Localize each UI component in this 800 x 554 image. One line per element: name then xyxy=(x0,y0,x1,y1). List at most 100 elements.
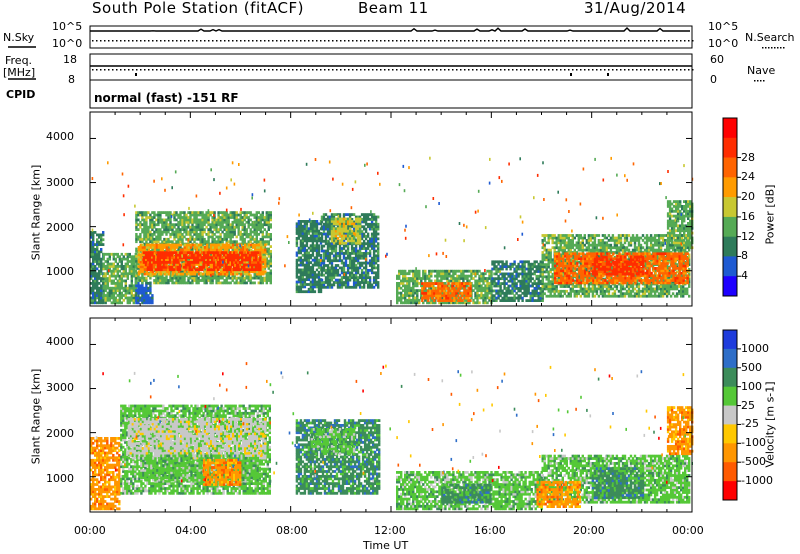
heat-cell xyxy=(462,274,465,278)
heat-cell xyxy=(152,253,156,257)
heat-cell xyxy=(261,218,264,222)
heat-cell xyxy=(433,287,436,290)
heat-cell xyxy=(301,234,305,238)
heat-cell xyxy=(118,277,121,280)
heat-cell xyxy=(301,275,305,279)
heat-cell xyxy=(262,255,265,259)
heat-cell xyxy=(360,271,364,275)
heat-cell xyxy=(237,242,240,246)
heat-cell xyxy=(352,232,356,235)
heat-cell xyxy=(207,248,211,252)
heat-cell xyxy=(173,248,177,252)
heat-cell xyxy=(124,262,127,266)
heat-cell xyxy=(474,296,477,300)
heat-cell xyxy=(195,243,199,247)
heat-cell xyxy=(432,269,435,273)
heat-cell xyxy=(305,232,309,235)
heat-cell xyxy=(476,284,479,288)
heat-cell xyxy=(106,284,109,288)
heat-cell xyxy=(169,276,172,280)
heat-cell xyxy=(145,211,148,214)
heat-cell xyxy=(259,216,262,219)
heat-cell xyxy=(259,237,262,241)
heat-cell xyxy=(139,253,143,257)
heat-cell xyxy=(219,220,222,224)
heat-cell xyxy=(90,296,93,300)
heat-cell xyxy=(460,301,463,305)
heat-cell xyxy=(404,286,407,290)
heat-cell xyxy=(213,274,216,278)
heat-cell xyxy=(253,256,256,259)
heat-cell xyxy=(352,278,356,282)
heat-cell xyxy=(98,262,101,266)
heat-cell xyxy=(344,278,348,282)
heat-cell xyxy=(219,235,222,239)
heat-cell xyxy=(201,213,204,217)
heat-cell xyxy=(467,282,470,285)
heat-cell xyxy=(324,276,328,279)
heat-cell xyxy=(374,222,378,226)
heat-cell xyxy=(322,285,326,289)
heat-cell xyxy=(114,286,117,290)
heat-cell xyxy=(354,234,358,238)
heat-cell xyxy=(202,263,206,267)
heat-cell xyxy=(362,220,366,224)
heat-cell xyxy=(362,276,366,279)
heat-cell xyxy=(317,244,321,248)
heat-cell xyxy=(239,268,242,272)
heat-cell xyxy=(482,286,485,290)
heat-cell xyxy=(179,223,182,227)
heat-cell xyxy=(175,263,179,266)
heat-cell xyxy=(148,256,152,259)
heat-cell xyxy=(205,265,209,269)
heat-cell xyxy=(137,282,140,285)
heat-cell xyxy=(313,232,317,235)
heat-cell xyxy=(229,223,232,227)
heat-cell xyxy=(151,246,155,249)
heat-cell xyxy=(215,225,218,229)
heat-cell xyxy=(163,228,166,231)
heat-cell xyxy=(322,227,326,231)
heat-cell xyxy=(269,218,272,222)
heat-cell xyxy=(231,253,234,257)
heat-cell xyxy=(251,265,254,269)
heat-cell xyxy=(408,279,411,283)
heat-cell xyxy=(237,253,240,257)
heat-cell xyxy=(414,277,417,280)
heat-cell xyxy=(213,248,217,252)
heat-cell xyxy=(249,274,252,278)
heat-cell xyxy=(173,243,177,247)
heat-cell xyxy=(464,301,467,305)
heat-cell xyxy=(183,281,186,285)
heat-cell xyxy=(464,274,467,278)
heat-cell xyxy=(187,248,191,252)
heat-cell xyxy=(320,239,324,243)
heat-cell xyxy=(259,281,262,285)
heat-cell xyxy=(440,277,443,280)
heat-cell xyxy=(495,296,498,300)
heat-cell xyxy=(255,228,258,231)
heat-cell xyxy=(348,227,352,231)
heat-cell xyxy=(139,233,142,236)
heat-cell xyxy=(221,274,224,278)
heat-cell xyxy=(132,265,135,268)
heat-cell xyxy=(157,272,161,276)
heat-cell xyxy=(262,248,265,252)
heat-cell xyxy=(354,247,358,250)
heat-cell xyxy=(195,228,198,231)
heat-cell xyxy=(191,235,194,239)
heat-cell xyxy=(214,265,218,269)
heat-cell xyxy=(366,269,370,272)
heat-cell xyxy=(135,233,138,236)
heat-cell xyxy=(348,237,352,240)
heat-cell xyxy=(307,251,311,255)
heat-cell xyxy=(143,230,146,234)
heat-cell xyxy=(340,261,344,265)
heat-cell xyxy=(139,240,142,244)
heat-cell xyxy=(158,256,162,259)
heat-cell xyxy=(305,275,309,279)
heat-cell xyxy=(480,277,483,280)
heat-cell xyxy=(358,224,362,228)
heat-cell xyxy=(155,279,158,282)
heat-cell xyxy=(490,272,493,276)
